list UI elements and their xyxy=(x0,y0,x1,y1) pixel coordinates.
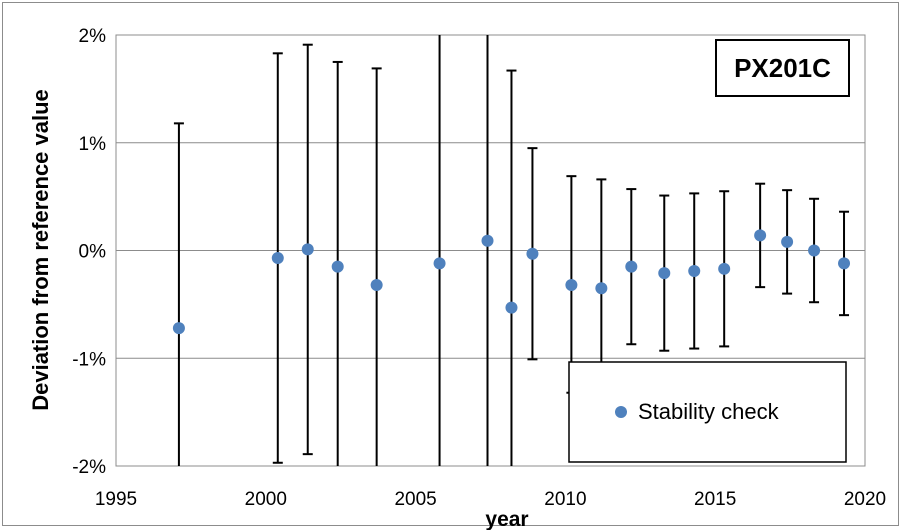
x-tick-label: 2015 xyxy=(694,489,736,510)
data-point xyxy=(271,252,284,265)
data-point xyxy=(625,260,638,273)
data-point xyxy=(808,244,821,257)
data-point xyxy=(838,257,851,270)
annotation-badge: PX201C xyxy=(715,39,850,97)
legend-marker xyxy=(615,406,627,418)
data-point xyxy=(658,267,671,280)
x-tick-label: 2005 xyxy=(394,489,436,510)
y-tick-label: -2% xyxy=(72,457,106,478)
tick-labels: -2% -1% 0% 1% 2% 1995 2000 2005 2010 2015 2020 xyxy=(72,26,886,510)
y-tick-label: 1% xyxy=(79,134,107,155)
y-tick-label: 2% xyxy=(79,26,107,47)
x-tick-label: 2010 xyxy=(544,489,586,510)
x-axis-label: year xyxy=(485,508,528,530)
data-point xyxy=(781,235,794,248)
legend: Stability check xyxy=(568,361,847,463)
data-point xyxy=(172,322,185,335)
axes xyxy=(115,34,866,467)
data-point xyxy=(688,264,701,277)
data-point xyxy=(718,262,731,275)
x-tick-label: 2020 xyxy=(844,489,886,510)
annotation-box xyxy=(715,39,850,97)
data-point xyxy=(595,282,608,295)
data-point xyxy=(301,243,314,256)
data-point xyxy=(481,234,494,247)
data-point xyxy=(754,229,767,242)
data-point xyxy=(433,257,446,270)
x-tick-label: 1995 xyxy=(95,489,137,510)
data-point xyxy=(331,260,344,273)
annotation-text: PX201C xyxy=(734,53,831,83)
data-point xyxy=(565,278,578,291)
data-points xyxy=(172,229,851,335)
data-point xyxy=(370,278,383,291)
x-tick-label: 2000 xyxy=(245,489,287,510)
legend-label: Stability check xyxy=(638,399,780,424)
data-point xyxy=(505,301,518,314)
data-point xyxy=(526,247,539,260)
y-tick-label: -1% xyxy=(72,349,106,370)
y-axis-label: Deviation from reference value xyxy=(28,89,53,411)
y-tick-label: 0% xyxy=(79,242,107,263)
